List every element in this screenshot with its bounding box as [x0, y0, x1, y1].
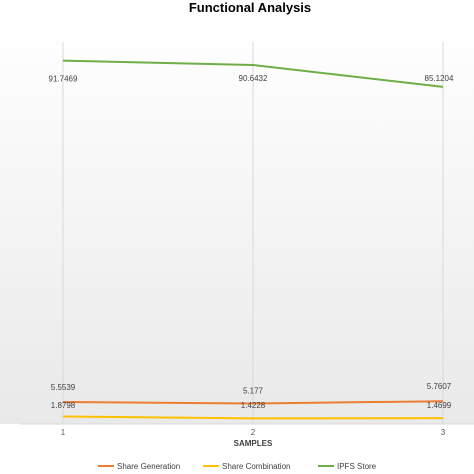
- data-label: 5.7607: [427, 382, 452, 391]
- legend-label: IPFS Store: [337, 462, 377, 471]
- x-tick-labels: 1 2 3: [61, 428, 446, 437]
- data-label: 91.7469: [49, 75, 78, 84]
- x-axis-title: SAMPLES: [234, 439, 273, 448]
- series-line-ipfs-store: [62, 59, 444, 88]
- chart-title: Functional Analysis: [189, 0, 311, 15]
- series-lines: [62, 59, 444, 420]
- data-label: 90.6432: [239, 74, 268, 83]
- data-label: 1.4228: [241, 401, 266, 410]
- data-label: 1.8798: [51, 401, 76, 410]
- x-tick-label: 3: [441, 428, 446, 437]
- data-label: 85.1204: [425, 74, 454, 83]
- gridlines: [62, 42, 444, 424]
- series-line-share-combination: [62, 415, 444, 420]
- legend-label: Share Combination: [222, 462, 290, 471]
- data-label: 5.5539: [51, 383, 76, 392]
- legend-label: Share Generation: [117, 462, 180, 471]
- x-tick-label: 1: [61, 428, 66, 437]
- plot-background: [0, 24, 474, 424]
- data-labels: 5.5539 5.177 5.7607 1.8798 1.4228 1.4699 91.74…: [49, 74, 454, 410]
- series-line-share-generation: [62, 400, 444, 405]
- data-label: 5.177: [243, 387, 264, 396]
- data-label: 1.4699: [427, 401, 452, 410]
- x-tick-label: 2: [251, 428, 256, 437]
- legend: Share Generation Share Combination IPFS St…: [98, 462, 377, 471]
